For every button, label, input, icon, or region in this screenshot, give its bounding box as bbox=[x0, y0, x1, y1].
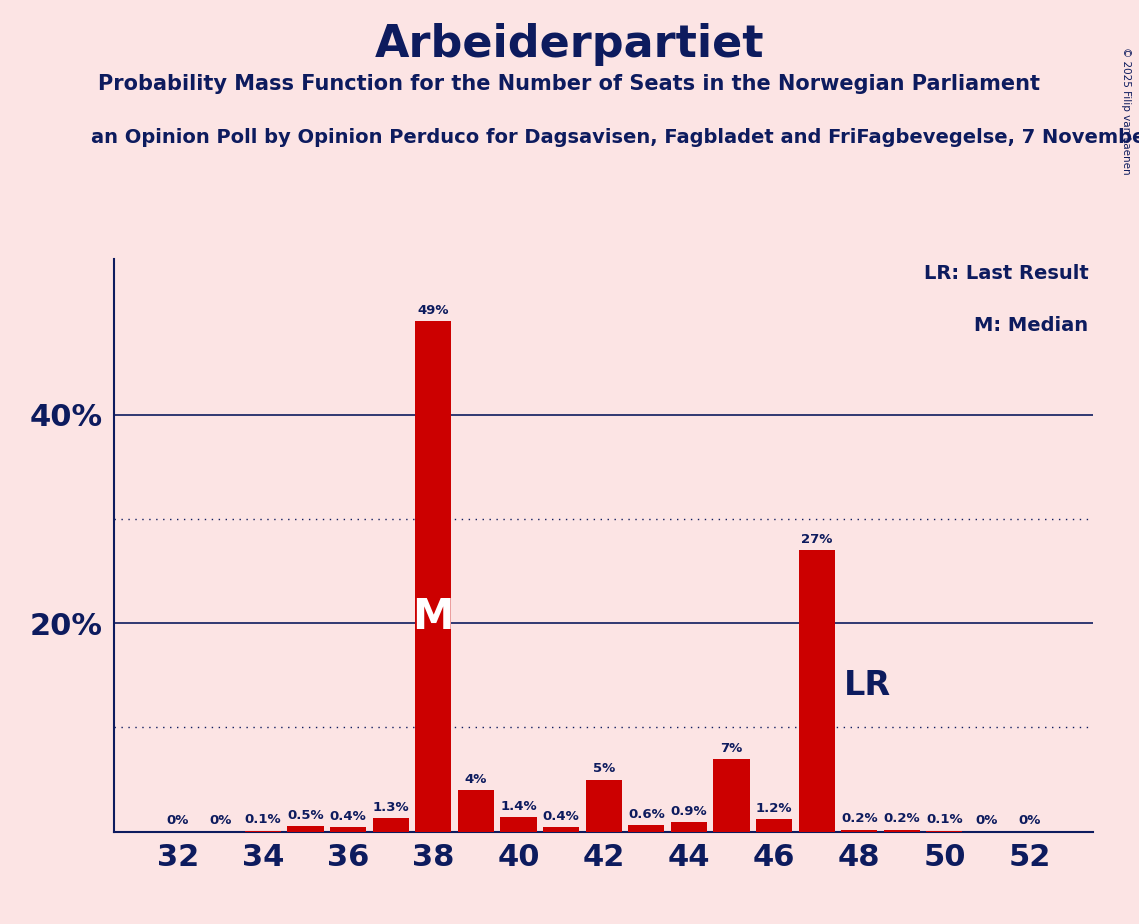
Bar bbox=[926, 831, 962, 832]
Bar bbox=[884, 830, 920, 832]
Bar bbox=[543, 827, 580, 832]
Text: 0.4%: 0.4% bbox=[330, 810, 367, 823]
Bar bbox=[629, 825, 664, 832]
Text: 49%: 49% bbox=[418, 304, 449, 317]
Text: M: M bbox=[412, 596, 454, 638]
Text: 7%: 7% bbox=[720, 742, 743, 755]
Bar bbox=[458, 790, 494, 832]
Text: Probability Mass Function for the Number of Seats in the Norwegian Parliament: Probability Mass Function for the Number… bbox=[98, 74, 1041, 94]
Bar bbox=[713, 759, 749, 832]
Text: LR: Last Result: LR: Last Result bbox=[924, 264, 1089, 284]
Text: 4%: 4% bbox=[465, 772, 487, 785]
Text: 27%: 27% bbox=[801, 533, 833, 546]
Text: 5%: 5% bbox=[592, 762, 615, 775]
Text: 0.9%: 0.9% bbox=[671, 805, 707, 818]
Text: M: Median: M: Median bbox=[975, 316, 1089, 335]
Text: 0.1%: 0.1% bbox=[926, 813, 962, 826]
Bar bbox=[841, 830, 877, 832]
Text: an Opinion Poll by Opinion Perduco for Dagsavisen, Fagbladet and FriFagbevegelse: an Opinion Poll by Opinion Perduco for D… bbox=[91, 128, 1139, 147]
Text: 1.3%: 1.3% bbox=[372, 801, 409, 814]
Text: 1.2%: 1.2% bbox=[756, 802, 793, 815]
Text: © 2025 Filip van Laenen: © 2025 Filip van Laenen bbox=[1121, 47, 1131, 175]
Text: 0.1%: 0.1% bbox=[245, 813, 281, 826]
Bar bbox=[798, 551, 835, 832]
Text: 0%: 0% bbox=[210, 814, 231, 827]
Text: Arbeiderpartiet: Arbeiderpartiet bbox=[375, 23, 764, 67]
Bar bbox=[372, 818, 409, 832]
Text: 0%: 0% bbox=[976, 814, 998, 827]
Bar bbox=[330, 827, 367, 832]
Bar bbox=[287, 826, 323, 832]
Text: 0%: 0% bbox=[166, 814, 189, 827]
Text: 0.6%: 0.6% bbox=[628, 808, 665, 821]
Text: 0%: 0% bbox=[1018, 814, 1041, 827]
Bar bbox=[671, 822, 707, 832]
Bar bbox=[416, 322, 451, 832]
Bar bbox=[245, 831, 281, 832]
Bar bbox=[756, 819, 792, 832]
Bar bbox=[585, 780, 622, 832]
Text: 0.2%: 0.2% bbox=[884, 812, 920, 825]
Text: 0.5%: 0.5% bbox=[287, 809, 323, 822]
Text: 0.2%: 0.2% bbox=[841, 812, 877, 825]
Bar bbox=[500, 817, 536, 832]
Text: 0.4%: 0.4% bbox=[542, 810, 580, 823]
Text: 1.4%: 1.4% bbox=[500, 800, 536, 813]
Text: LR: LR bbox=[844, 669, 892, 702]
